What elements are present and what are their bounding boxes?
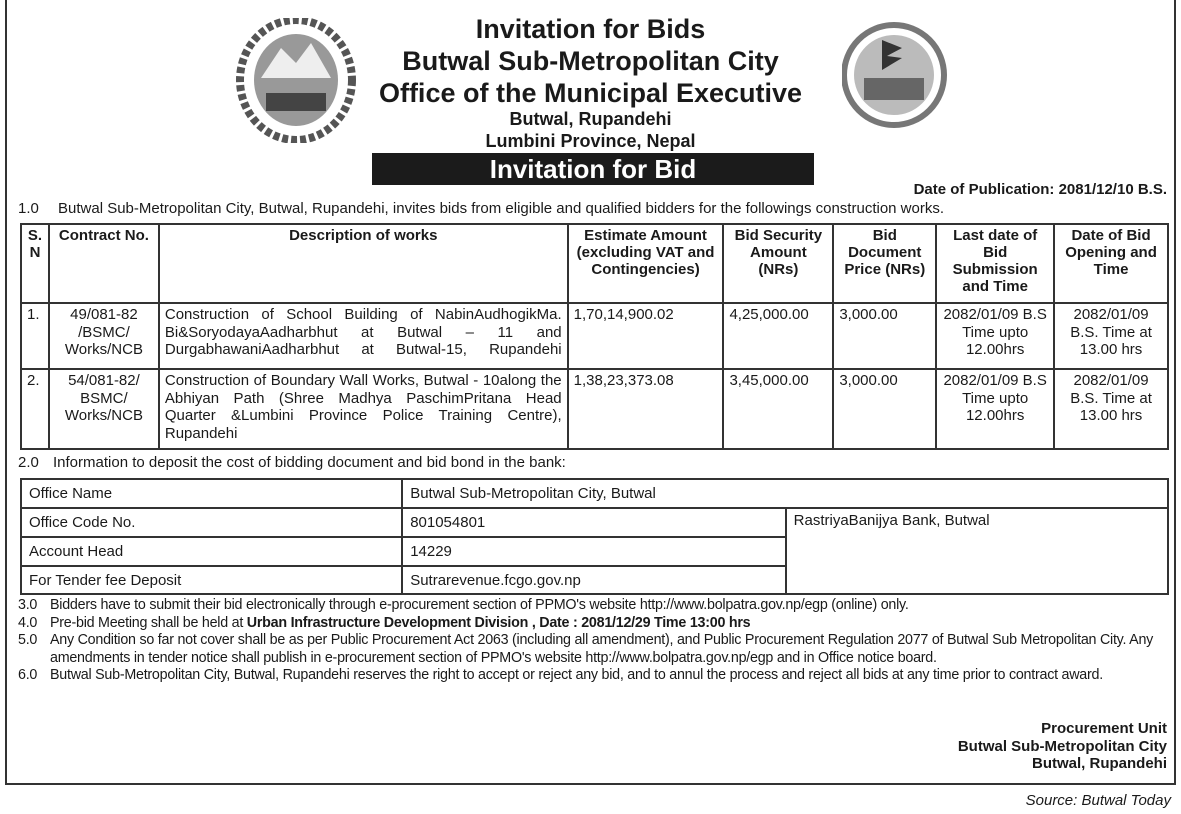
location: Butwal, Rupandehi: [509, 109, 672, 129]
table-row: 2. 54/081-82/ BSMC/ Works/NCB Construction…: [20, 368, 1169, 450]
province: Lumbini Province, Nepal: [485, 131, 696, 151]
source-credit: Source: Butwal Today: [1025, 792, 1171, 809]
bank-name: RastriyaBanijya Bank, Butwal: [784, 507, 1170, 595]
bank-table: Office Name Butwal Sub-Metropolitan City,…: [19, 478, 1170, 595]
banner: Invitation for Bid: [372, 153, 814, 185]
section-2: 2.0 Information to deposit the cost of bi…: [18, 454, 566, 471]
note-6: 6.0 Butwal Sub-Metropolitan City, Butwal,…: [18, 667, 1103, 683]
notice-frame: [5, 0, 1176, 785]
butwal-city-logo: [842, 22, 947, 128]
note-3: 3.0 Bidders have to submit their bid elec…: [18, 597, 909, 613]
notes: 3.0 Bidders have to submit their bid elec…: [18, 597, 1170, 685]
note-5: 5.0 Any Condition so far not cover shall …: [18, 632, 1154, 666]
signature-block: Procurement Unit Butwal Sub-Metropolitan …: [957, 720, 1167, 772]
bids-table: S. N Contract No. Description of works Esti…: [20, 223, 1169, 450]
table-header-row: S. N Contract No. Description of works Esti…: [20, 223, 1169, 304]
table-row: 1. 49/081-82 /BSMC/ Works/NCB Construction…: [20, 302, 1169, 370]
publication-date: Date of Publication: 2081/12/10 B.S.: [913, 181, 1167, 198]
org-name: Butwal Sub-Metropolitan City: [402, 46, 779, 76]
nepal-emblem-logo: [236, 18, 356, 143]
notice-title: Invitation for Bids: [475, 14, 706, 44]
office-name: Office of the Municipal Executive: [378, 78, 803, 108]
section-1: 1.0 Butwal Sub-Metropolitan City, Butwal,…: [18, 200, 945, 217]
note-4: 4.0 Pre-bid Meeting shall be held at Urba…: [18, 614, 751, 631]
